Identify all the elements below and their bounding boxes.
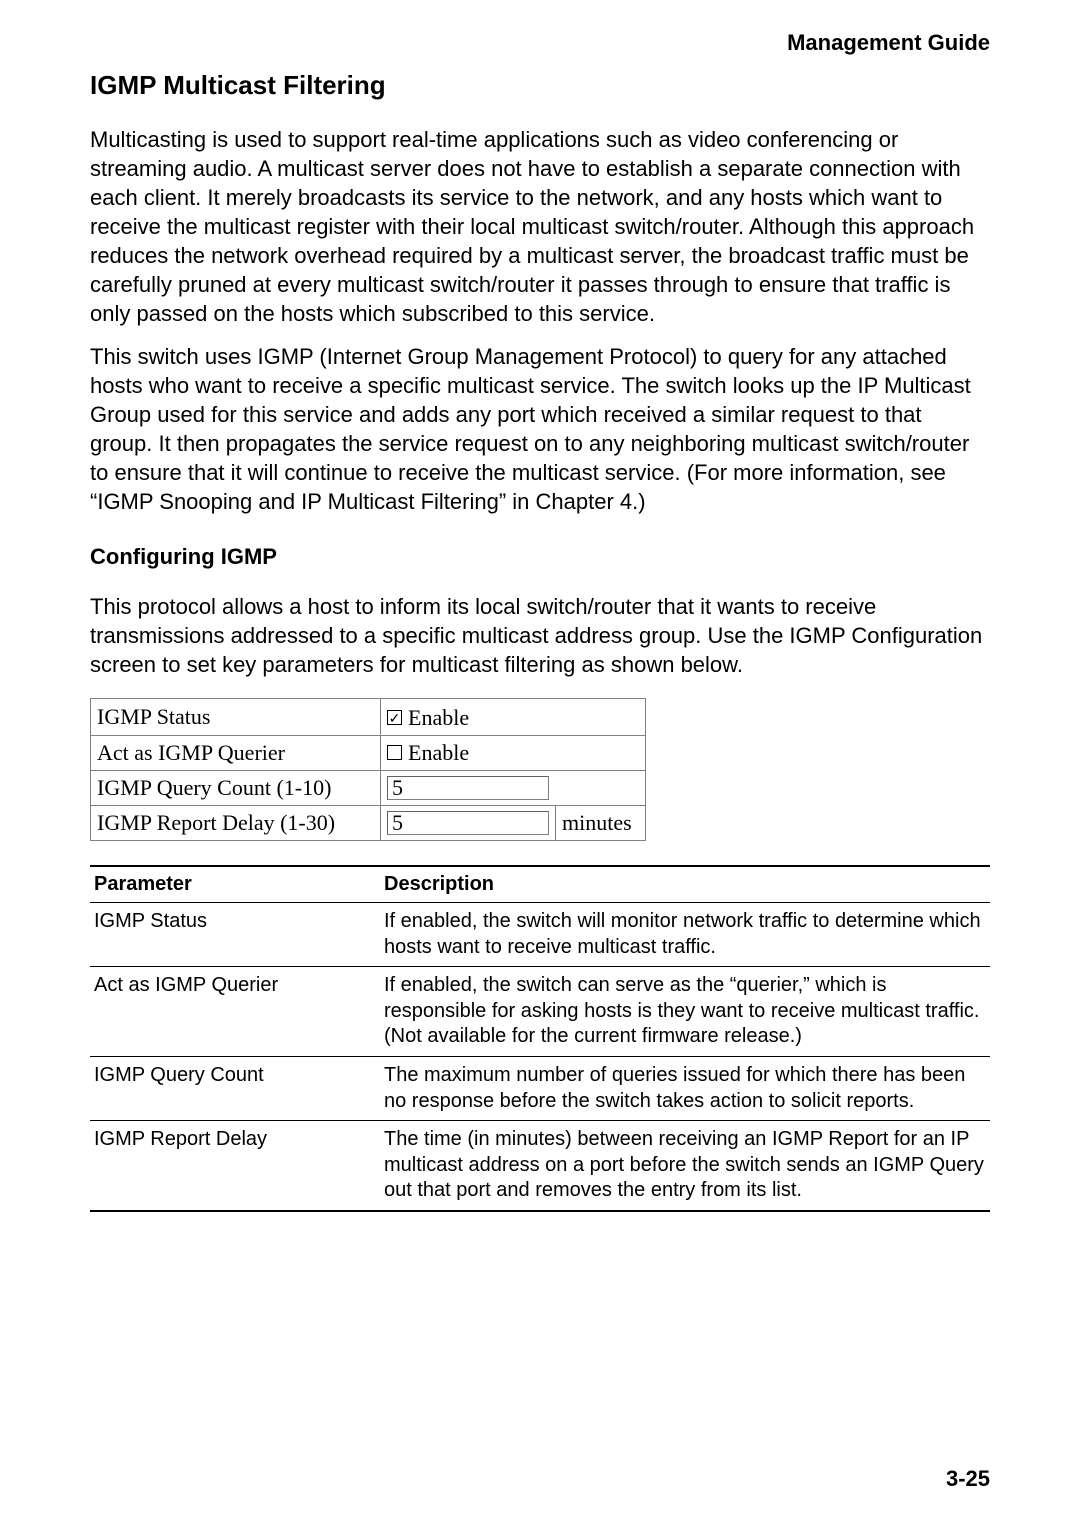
paragraph-3: This protocol allows a host to inform it…: [90, 592, 990, 679]
igmp-query-count-input[interactable]: [387, 776, 549, 800]
config-row-report-delay: IGMP Report Delay (1-30) minutes: [91, 806, 646, 841]
desc-cell: The maximum number of queries issued for…: [380, 1056, 990, 1120]
desc-cell: The time (in minutes) between receiving …: [380, 1121, 990, 1211]
page-number: 3-25: [946, 1466, 990, 1492]
page-title: IGMP Multicast Filtering: [90, 70, 990, 101]
page: Management Guide IGMP Multicast Filterin…: [0, 0, 1080, 1532]
checkbox-label: Enable: [408, 705, 469, 731]
desc-cell: If enabled, the switch will monitor netw…: [380, 903, 990, 967]
config-label: Act as IGMP Querier: [91, 735, 381, 771]
config-value-cell: [381, 806, 556, 841]
config-row-igmp-querier: Act as IGMP Querier Enable: [91, 735, 646, 771]
config-value-cell: Enable: [381, 735, 646, 771]
subheading-configuring-igmp: Configuring IGMP: [90, 544, 990, 570]
config-label: IGMP Status: [91, 698, 381, 735]
table-row: IGMP Report Delay The time (in minutes) …: [90, 1121, 990, 1211]
igmp-querier-checkbox[interactable]: [387, 745, 402, 760]
config-label: IGMP Query Count (1-10): [91, 771, 381, 806]
igmp-config-table: IGMP Status ✓ Enable Act as IGMP Querier…: [90, 698, 646, 842]
param-cell: IGMP Query Count: [90, 1056, 380, 1120]
config-row-query-count: IGMP Query Count (1-10): [91, 771, 646, 806]
param-cell: Act as IGMP Querier: [90, 967, 380, 1057]
config-value-cell: [381, 771, 646, 806]
param-cell: IGMP Report Delay: [90, 1121, 380, 1211]
igmp-report-delay-input[interactable]: [387, 811, 549, 835]
igmp-status-checkbox[interactable]: ✓: [387, 710, 402, 725]
checkbox-label: Enable: [408, 740, 469, 766]
config-unit-cell: minutes: [556, 806, 646, 841]
paragraph-1: Multicasting is used to support real-tim…: [90, 125, 990, 328]
config-label: IGMP Report Delay (1-30): [91, 806, 381, 841]
config-value-cell: ✓ Enable: [381, 698, 646, 735]
desc-cell: If enabled, the switch can serve as the …: [380, 967, 990, 1057]
table-row: IGMP Query Count The maximum number of q…: [90, 1056, 990, 1120]
table-header-description: Description: [380, 866, 990, 903]
param-cell: IGMP Status: [90, 903, 380, 967]
parameter-description-table: Parameter Description IGMP Status If ena…: [90, 865, 990, 1212]
config-row-igmp-status: IGMP Status ✓ Enable: [91, 698, 646, 735]
table-row: IGMP Status If enabled, the switch will …: [90, 903, 990, 967]
table-header-parameter: Parameter: [90, 866, 380, 903]
header-guide-label: Management Guide: [90, 30, 990, 56]
paragraph-2: This switch uses IGMP (Internet Group Ma…: [90, 342, 990, 516]
table-row: Act as IGMP Querier If enabled, the swit…: [90, 967, 990, 1057]
